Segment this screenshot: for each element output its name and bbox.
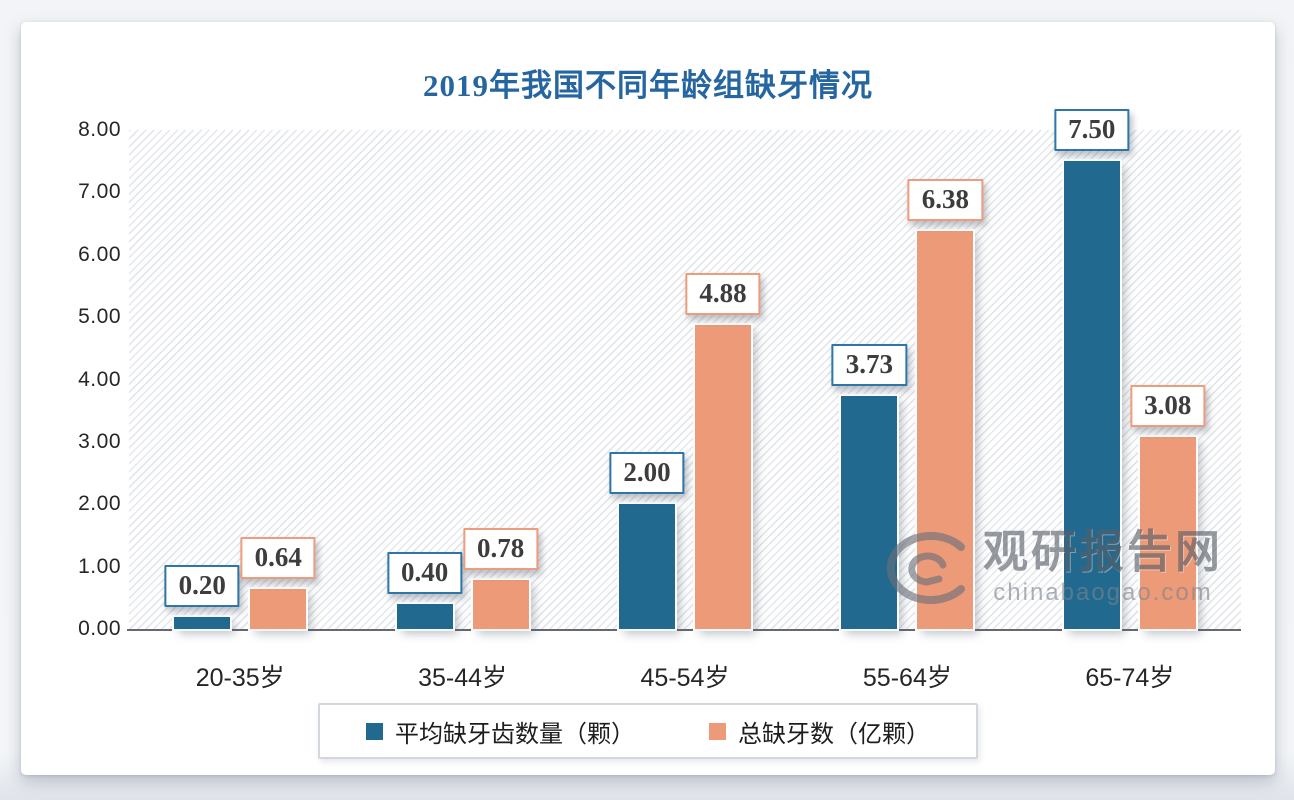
y-tick-label: 1.00 [78, 554, 121, 578]
bar-group: 7.50 3.08 [1054, 109, 1206, 629]
data-label: 3.73 [831, 344, 908, 387]
y-tick-label: 7.00 [78, 180, 121, 204]
y-tick-label: 6.00 [78, 242, 121, 266]
bar-avg-missing-teeth: 2.00 [609, 452, 685, 629]
x-tick-label: 65-74岁 [1085, 664, 1175, 692]
legend: 平均缺牙齿数量（颗） 总缺牙数（亿颗） [318, 703, 978, 759]
data-label: 4.88 [685, 272, 761, 315]
y-tick-label: 5.00 [78, 305, 121, 329]
bar-group: 0.40 0.78 [386, 130, 539, 629]
y-axis: 0.00 1.00 2.00 3.00 4.00 5.00 6.00 7.00 8.00 [49, 118, 121, 640]
y-tick-label: 2.00 [78, 492, 121, 516]
legend-color-swatch-icon [366, 722, 383, 740]
bar-total-missing-teeth: 0.64 [240, 537, 316, 629]
legend-label: 总缺牙数（亿颗） [738, 720, 930, 748]
data-label: 0.20 [164, 564, 240, 607]
data-label: 0.78 [462, 528, 539, 571]
y-tick-label: 4.00 [78, 367, 121, 391]
x-axis-labels: 20-35岁 35-44岁 45-54岁 55-64岁 65-74岁 [129, 644, 1241, 692]
bar-total-missing-teeth: 6.38 [907, 179, 984, 629]
legend-container: 平均缺牙齿数量（颗） 总缺牙数（亿颗） [21, 703, 1275, 759]
bar-avg-missing-teeth: 7.50 [1054, 109, 1130, 629]
plot-area: 0.20 0.64 0.40 0.78 2.00 4.88 3.73 6.38 7.50 3.08 [127, 109, 1241, 631]
x-axis-line [127, 629, 1241, 631]
bar-total-missing-teeth: 3.08 [1130, 384, 1206, 629]
bar-avg-missing-teeth: 0.40 [386, 552, 463, 629]
legend-item: 平均缺牙齿数量（颗） [366, 714, 635, 749]
data-label: 0.40 [386, 552, 463, 595]
x-tick-label: 55-64岁 [862, 664, 952, 692]
x-tick-label: 20-35岁 [195, 664, 285, 692]
data-label: 2.00 [609, 452, 685, 495]
bar-group: 3.73 6.38 [831, 130, 984, 629]
y-tick-label: 3.00 [78, 429, 121, 453]
bar-group: 0.20 0.64 [164, 130, 316, 629]
bar-total-missing-teeth: 4.88 [685, 272, 761, 629]
legend-color-swatch-icon [709, 722, 726, 740]
data-label: 6.38 [907, 179, 984, 222]
chart-card: 2019年我国不同年龄组缺牙情况 0.00 1.00 2.00 3.00 4.00 5.0… [21, 22, 1275, 775]
data-label: 0.64 [240, 537, 316, 580]
data-label: 3.08 [1130, 384, 1206, 427]
x-tick-label: 45-54岁 [640, 664, 730, 692]
x-tick-label: 35-44岁 [418, 664, 508, 692]
legend-label: 平均缺牙齿数量（颗） [395, 720, 635, 748]
legend-item: 总缺牙数（亿颗） [709, 714, 930, 749]
data-label: 7.50 [1054, 109, 1130, 152]
bar-total-missing-teeth: 0.78 [462, 528, 539, 629]
chart-title: 2019年我国不同年龄组缺牙情况 [423, 68, 873, 103]
bar-avg-missing-teeth: 3.73 [831, 344, 908, 629]
y-tick-label: 8.00 [78, 118, 121, 141]
bar-group: 2.00 4.88 [609, 130, 761, 629]
bar-avg-missing-teeth: 0.20 [164, 564, 240, 629]
y-tick-label: 0.00 [78, 617, 121, 640]
